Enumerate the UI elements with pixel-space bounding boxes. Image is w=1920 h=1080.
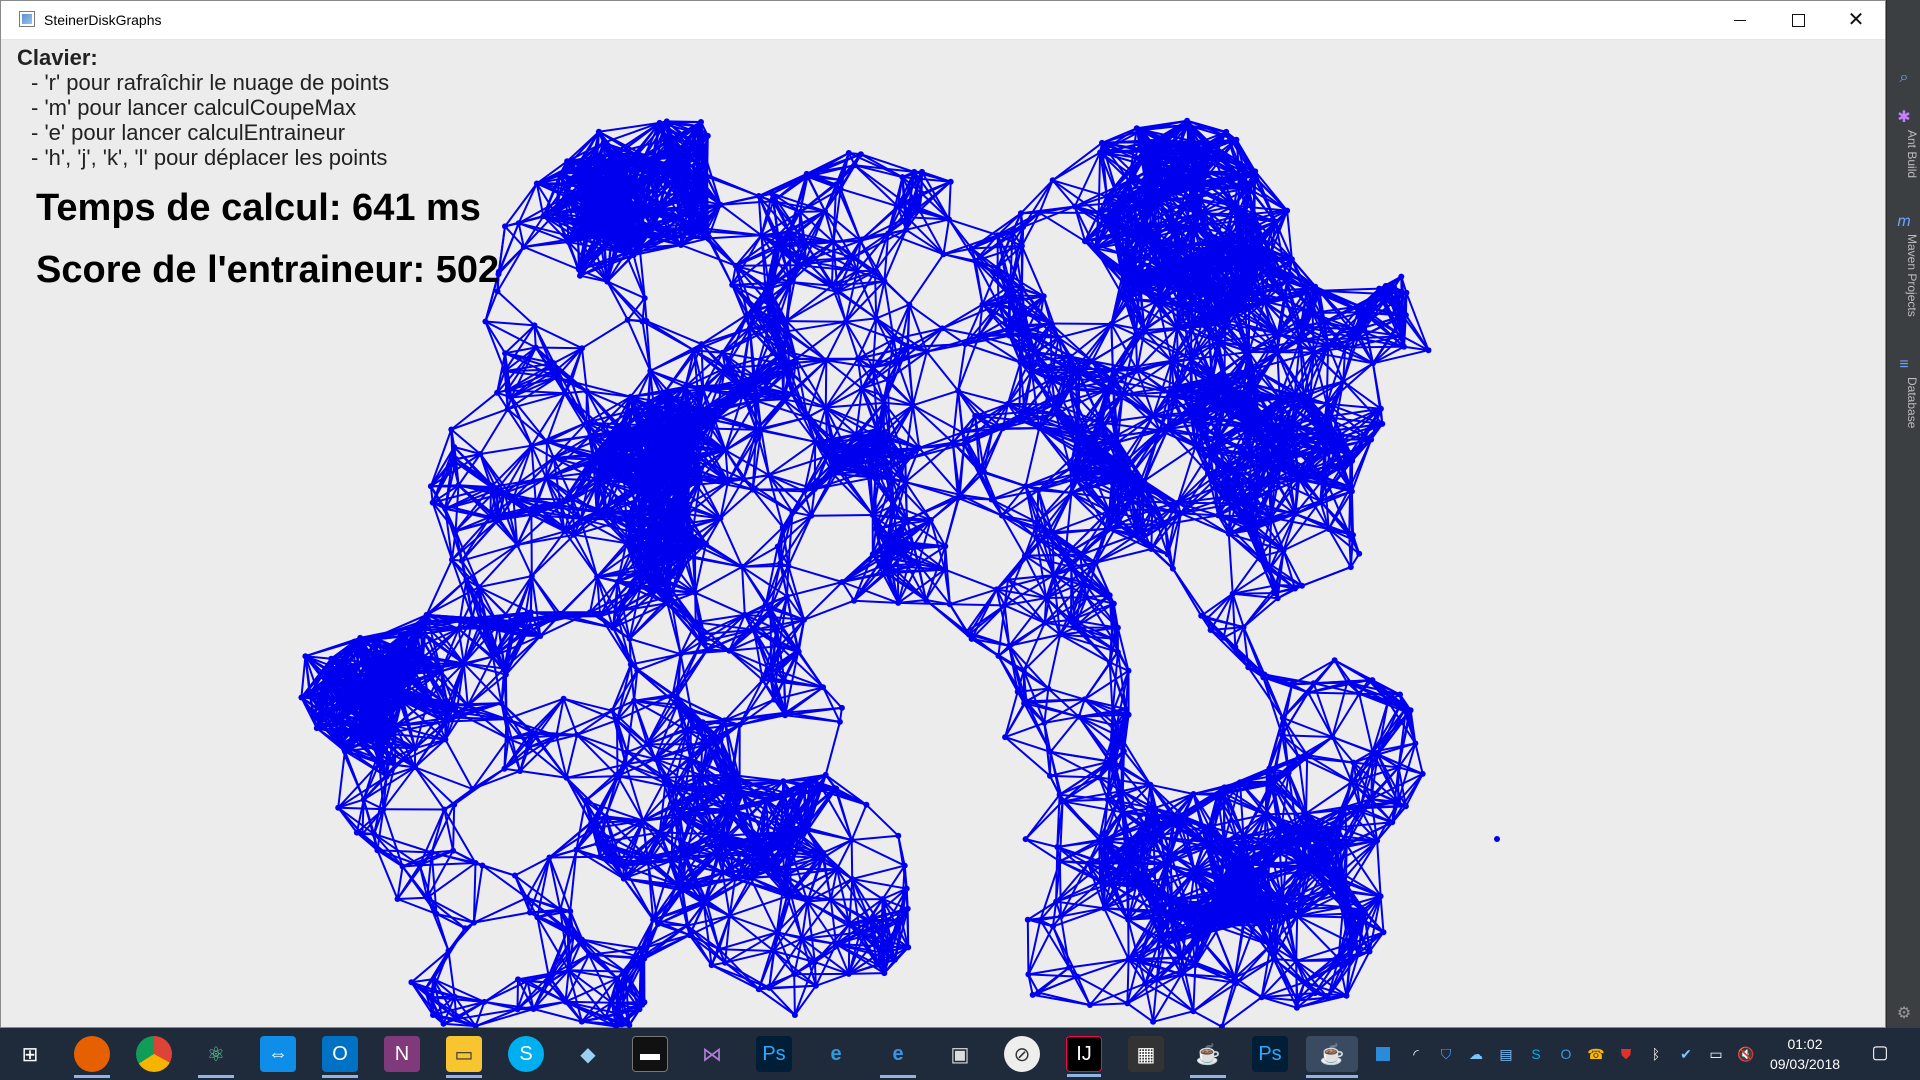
windows-start-icon[interactable]: ⊞ (21, 1043, 39, 1066)
app-window: SteinerDiskGraphs ✕ Clavier: - 'r' pour … (0, 0, 1886, 1028)
calculator-icon[interactable]: ▦ (1128, 1036, 1164, 1072)
bluetooth-icon[interactable]: ᛒ (1651, 1046, 1661, 1062)
window-title: SteinerDiskGraphs (44, 12, 162, 28)
remote-desktop-icon[interactable]: ▣ (950, 1043, 970, 1066)
inkscape-icon[interactable]: ⊘ (1004, 1036, 1040, 1072)
close-button[interactable]: ✕ (1827, 1, 1885, 39)
onenote-icon[interactable]: N (384, 1036, 420, 1072)
trainer-score-label: Score de l'entraineur: 502 (36, 249, 500, 291)
keyboard-help: Clavier: - 'r' pour rafraîchir le nuage … (17, 45, 389, 170)
maximize-button[interactable] (1769, 1, 1827, 39)
help-line-move: - 'h', 'j', 'k', 'l' pour déplacer les p… (31, 145, 388, 170)
help-line-max-cut: - 'm' pour lancer calculCoupeMax (31, 95, 357, 120)
wifi-icon[interactable]: ◜ (1413, 1045, 1419, 1062)
java-app-icon[interactable]: ☕ (1306, 1036, 1358, 1078)
defender-icon[interactable]: ⛉ (1440, 1045, 1452, 1062)
tray-app-icon[interactable] (1376, 1047, 1390, 1061)
cloud-icon[interactable]: ☁ (1469, 1045, 1483, 1062)
maximize-icon (1791, 13, 1805, 27)
taskbar: ⊞ ⚛ ⇔ O N ▭ S ◆ ▬ ⋈ Ps e e ▣ ⊘ IJ ▦ ☕ Ps… (0, 1028, 1920, 1080)
clock-date[interactable]: 09/03/2018 (1769, 1056, 1841, 1072)
java-icon[interactable]: ☕ (1190, 1036, 1226, 1078)
file-explorer-icon[interactable]: ▭ (446, 1036, 482, 1078)
compute-time-label: Temps de calcul: 641 ms (36, 187, 481, 229)
intellij-icon[interactable]: IJ (1066, 1036, 1102, 1077)
search-icon[interactable]: ⌕ (1899, 69, 1909, 86)
antivirus-icon[interactable]: ⛊ (1620, 1045, 1632, 1062)
ide-sidebar: ⌕ ✱ Ant Build m Maven Projects ≡ Databas… (1886, 0, 1920, 1028)
photoshop-icon-2[interactable]: Ps (1252, 1036, 1288, 1072)
sketchup-icon[interactable]: ◆ (580, 1043, 596, 1066)
ant-icon[interactable]: ✱ (1897, 109, 1911, 126)
skype-icon[interactable]: S (508, 1036, 544, 1072)
visual-studio-icon[interactable]: ⋈ (702, 1043, 722, 1066)
battery-icon[interactable]: ▭ (1709, 1045, 1723, 1062)
help-line-refresh: - 'r' pour rafraîchir le nuage de points (31, 70, 390, 95)
atom-icon[interactable]: ⚛ (198, 1036, 234, 1078)
phone-icon[interactable]: ☎ (1587, 1045, 1605, 1062)
help-heading: Clavier: (17, 45, 98, 70)
skype-tray-icon[interactable]: S (1531, 1046, 1541, 1062)
chrome-icon[interactable] (136, 1036, 172, 1072)
firefox-icon[interactable] (74, 1036, 110, 1078)
teamviewer-icon[interactable]: ⇔ (260, 1036, 296, 1072)
volume-muted-icon[interactable]: 🔇 (1737, 1045, 1755, 1062)
maven-icon[interactable]: m (1897, 213, 1911, 230)
disk-graph[interactable] (1, 39, 1885, 1028)
notification-icon[interactable]: ▢ (1871, 1041, 1889, 1062)
help-line-trainer: - 'e' pour lancer calculEntraineur (31, 120, 346, 145)
graph-canvas[interactable]: Clavier: - 'r' pour rafraîchir le nuage … (1, 39, 1885, 1028)
terminal-icon[interactable]: ▬ (632, 1036, 668, 1072)
document-tray-icon[interactable]: ▤ (1499, 1045, 1513, 1062)
settings-icon[interactable]: ⚙ (1896, 1005, 1912, 1022)
tab-ant-build[interactable]: Ant Build (1905, 130, 1919, 179)
outlook-tray-icon[interactable]: O (1560, 1046, 1572, 1062)
tab-database[interactable]: Database (1905, 377, 1919, 429)
outlook-icon[interactable]: O (322, 1036, 358, 1078)
graph-nodes (298, 117, 1500, 1028)
tab-maven-projects[interactable]: Maven Projects (1905, 234, 1919, 317)
database-icon[interactable]: ≡ (1899, 356, 1909, 373)
clock-time[interactable]: 01:02 (1787, 1036, 1823, 1052)
internet-explorer-icon[interactable]: e (830, 1042, 842, 1065)
java-app-icon (19, 11, 35, 27)
photoshop-icon[interactable]: Ps (756, 1036, 792, 1072)
minimize-button[interactable] (1711, 1, 1769, 39)
minimize-icon (1734, 19, 1746, 21)
edge-icon[interactable]: e (880, 1036, 916, 1078)
security-check-icon[interactable]: ✔ (1680, 1045, 1692, 1062)
title-bar[interactable]: SteinerDiskGraphs ✕ (1, 1, 1885, 40)
close-icon: ✕ (1847, 9, 1865, 31)
